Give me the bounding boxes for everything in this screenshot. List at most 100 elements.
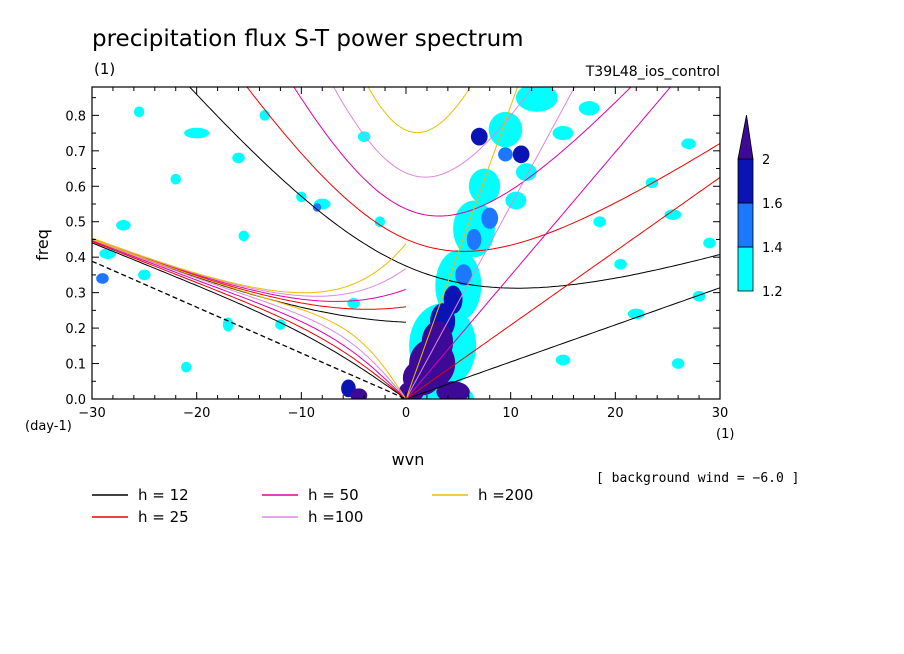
power-contour-blob [555, 354, 571, 366]
power-contour-blob [671, 358, 685, 369]
power-contour-blob [259, 110, 270, 121]
power-contour-blob [498, 147, 513, 162]
colorbar-segment [737, 246, 754, 292]
dispersion-curve [405, 87, 576, 399]
dispersion-curve [92, 237, 407, 294]
dispersion-curve [405, 87, 519, 399]
colorbar-segment [737, 158, 754, 204]
dispersion-curve [405, 87, 672, 399]
power-contour-blob [481, 207, 499, 229]
x-tick-label: 30 [712, 406, 729, 421]
power-contour-blob [374, 216, 386, 228]
power-contour-blob [96, 273, 109, 284]
power-contour-blob [466, 228, 482, 251]
power-contour-blob [552, 126, 574, 141]
colorbar-segment [737, 202, 754, 248]
power-contour-blob [488, 111, 523, 148]
dispersion-curve [367, 87, 472, 134]
dispersion-curve [405, 287, 720, 399]
colorbar-label: 1.4 [762, 241, 783, 256]
legend-label: h = 12 [138, 486, 189, 504]
legend-label: h =200 [478, 486, 533, 504]
power-contour-blob [681, 138, 696, 150]
x-tick-label: 0 [402, 406, 410, 421]
legend: h = 12 h = 25 h = 50 h =100 h =200 [92, 486, 533, 526]
dispersion-curve [92, 238, 407, 399]
axis-ticks: −30 −20 −10 0 10 20 30 0.0 0.1 0.2 0.3 0.4 0.5 0.6 0.7… [65, 87, 728, 421]
dispersion-curve [92, 240, 407, 399]
dispersion-curve [92, 238, 407, 302]
y-tick-label: 0.8 [65, 109, 86, 124]
dispersion-curve [246, 87, 720, 252]
power-contour-blob [627, 308, 645, 320]
power-contour-blob [578, 101, 600, 116]
power-contour-blob [443, 285, 463, 314]
x-axis-label: wvn [392, 450, 425, 469]
chart-subtitle-left: (1) [94, 60, 115, 78]
chart-title: precipitation flux S-T power spectrum [92, 26, 524, 52]
power-contour-blob [593, 216, 606, 228]
power-contour-blob [312, 203, 322, 212]
colorbar-triangle [737, 114, 754, 160]
spectral-power-contours [96, 87, 716, 399]
power-contour-blob [664, 209, 682, 220]
y-tick-label: 0.1 [65, 358, 86, 373]
y-axis-label: freq [33, 229, 52, 261]
y-tick-label: 0.0 [65, 393, 86, 408]
x-tick-label: 10 [502, 406, 519, 421]
y-tick-label: 0.3 [65, 287, 86, 302]
power-contour-blob [614, 258, 627, 270]
x-tick-label: −10 [288, 406, 315, 421]
y-tick-label: 0.4 [65, 251, 86, 266]
dispersion-curve [293, 87, 632, 217]
y-tick-label: 0.7 [65, 145, 86, 160]
power-contour-blob [703, 237, 716, 249]
background-wind-note: [ background wind = −6.0 ] [596, 471, 800, 486]
dispersion-curve [92, 237, 407, 297]
power-contour-blob [133, 106, 145, 118]
legend-label: h = 25 [138, 508, 189, 526]
power-contour-blob [180, 361, 192, 373]
dispersion-curves [92, 87, 720, 399]
power-contour-blob [515, 163, 537, 181]
y-tick-label: 0.2 [65, 322, 86, 337]
chart-subtitle-right: T39L48_ios_control [585, 64, 720, 80]
dispersion-curve [188, 87, 720, 289]
x-tick-label: 20 [607, 406, 624, 421]
colorbar: 1.2 1.4 1.6 2 [737, 114, 783, 300]
power-contour-blob [116, 219, 131, 231]
doppler-line [92, 260, 407, 399]
power-contour-blob [505, 191, 527, 210]
power-contour-blob [455, 264, 472, 286]
power-contour-blob [232, 152, 245, 164]
colorbar-label: 1.6 [762, 197, 783, 212]
power-contour-blob [238, 230, 249, 242]
power-contour-blob [347, 297, 360, 309]
colorbar-label: 2 [762, 153, 770, 168]
power-contour-blob [470, 127, 488, 146]
dispersion-curve [92, 239, 407, 323]
dispersion-curve [405, 176, 720, 399]
dispersion-curve [92, 242, 407, 399]
y-unit-label: (day-1) [25, 419, 72, 434]
power-contour-blob [512, 145, 530, 164]
power-contour-blob [138, 269, 151, 281]
x-tick-label: −30 [78, 406, 105, 421]
power-contour-blob [515, 87, 558, 112]
power-contour-blob [350, 388, 368, 399]
colorbar-label: 1.2 [762, 285, 783, 300]
y-tick-label: 0.5 [65, 216, 86, 231]
dispersion-curve [92, 241, 407, 399]
power-contour-blob [222, 317, 234, 332]
power-contour-blob [184, 127, 210, 139]
x-unit-label: (1) [716, 427, 734, 442]
dispersion-curve [92, 239, 407, 399]
x-tick-label: −20 [183, 406, 210, 421]
legend-label: h =100 [308, 508, 363, 526]
power-contour-blob [692, 290, 706, 302]
dispersion-curve [333, 87, 534, 178]
legend-label: h = 50 [308, 486, 359, 504]
power-contour-blob [468, 168, 501, 204]
y-tick-label: 0.6 [65, 180, 86, 195]
